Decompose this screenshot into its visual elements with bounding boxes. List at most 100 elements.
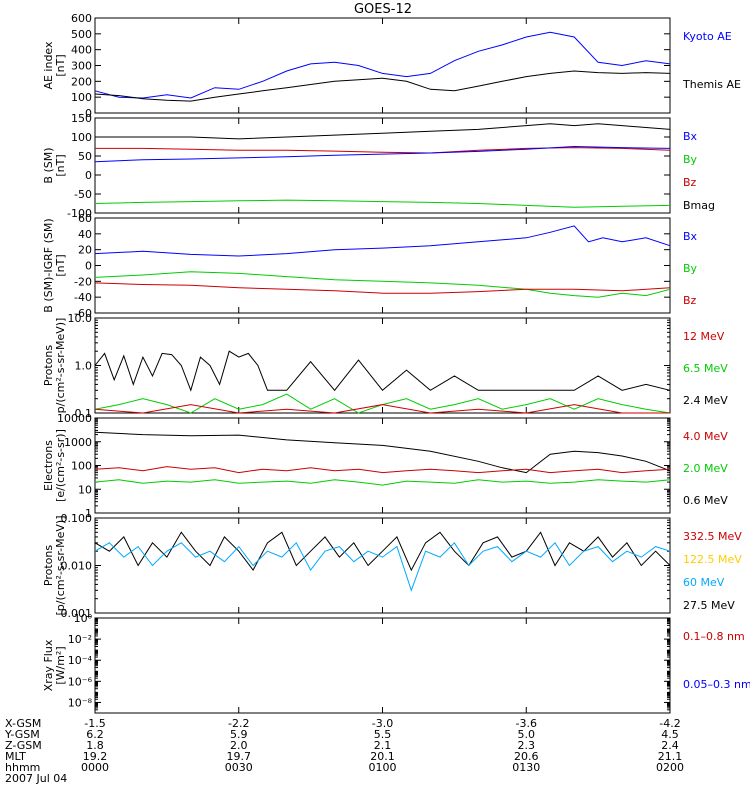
y-tick-label: 100 xyxy=(71,91,92,104)
series-line-60-mev xyxy=(94,541,671,592)
footer-value: 2.3 xyxy=(518,739,536,752)
panel-protons-low: 0.001 0.010 0.100 Protons [p/(cm²-s-sr-MeV)]… xyxy=(42,512,742,620)
legend-entry: Bmag xyxy=(683,199,715,212)
y-axis-label: [W/m²] xyxy=(54,646,67,684)
y-tick-label: 200 xyxy=(71,75,92,88)
series-line-4-0-mev xyxy=(94,466,671,474)
legend-entry: 0.05–0.3 nm xyxy=(683,678,750,691)
y-axis-label: Xray Flux xyxy=(42,639,55,691)
y-axis-label: Protons xyxy=(42,345,55,386)
footer-value: 0100 xyxy=(369,761,397,774)
panel-bsm: -100 -50 0 50 100 150 B (SM) [nT] Bx By Bz Bmag xyxy=(42,112,715,220)
series-line-27-5-mev xyxy=(94,531,671,572)
panel-frame xyxy=(94,17,671,114)
legend-entry: Themis AE xyxy=(682,78,741,91)
series-line-bmag xyxy=(95,123,671,140)
y-tick-label: 1000 xyxy=(64,436,92,449)
footer-value: -4.2 xyxy=(659,717,680,730)
legend-entry: 6.5 MeV xyxy=(683,362,728,375)
footer-value: 0000 xyxy=(81,761,109,774)
panel-frame xyxy=(94,417,671,514)
series-line-by xyxy=(94,271,671,298)
y-tick-label: 10.0 xyxy=(68,312,93,325)
y-tick-label: 400 xyxy=(71,44,92,57)
panel-ae: 0 100 200 300 400 500 600 AE index [nT] Kyoto AE T… xyxy=(42,12,741,120)
y-axis-label: [nT] xyxy=(54,54,67,76)
y-tick-label: 10 xyxy=(78,483,92,496)
y-axis-label: Protons xyxy=(42,545,55,586)
legend-entry: 12 MeV xyxy=(683,330,725,343)
footer-date: 2007 Jul 04 xyxy=(5,772,67,785)
y-tick-label: 10⁰ xyxy=(74,612,93,625)
y-tick-label: -50 xyxy=(74,188,92,201)
footer-value: 5.9 xyxy=(230,728,248,741)
y-tick-label: 10⁻⁶ xyxy=(68,675,93,688)
legend-entry: 332.5 MeV xyxy=(683,530,742,543)
footer-value: 19.7 xyxy=(227,750,252,763)
series-line-kyoto-ae xyxy=(94,31,671,99)
y-tick-label: -60 xyxy=(74,307,92,320)
footer-row-label: MLT xyxy=(5,750,26,763)
footer-value: 2.1 xyxy=(374,739,392,752)
footer-row-label: Y-GSM xyxy=(4,728,40,741)
y-axis-label: Electrons xyxy=(42,440,55,491)
series-line-bx xyxy=(94,225,671,257)
y-tick-label: -100 xyxy=(67,207,92,220)
series-line-2-4-mev xyxy=(94,350,671,392)
legend-entry: 2.0 MeV xyxy=(683,462,728,475)
legend-entry: By xyxy=(683,262,698,275)
y-tick-label: 10⁻⁸ xyxy=(68,696,93,709)
legend-entry: 27.5 MeV xyxy=(683,599,735,612)
y-axis-label: B (SM) xyxy=(42,147,55,183)
y-axis-label: [p/(cm²-s-sr-MeV)] xyxy=(54,516,67,616)
ephemeris-footer: X-GSM -1.5 -2.2 -3.0 -3.6 -4.2 Y-GSM 6.2 5.9 5.5 5… xyxy=(4,717,684,785)
y-tick-label: 100 xyxy=(71,131,92,144)
footer-value: 5.0 xyxy=(518,728,536,741)
footer-value: 20.1 xyxy=(370,750,395,763)
footer-value: -3.0 xyxy=(372,717,393,730)
legend-entry: 60 MeV xyxy=(683,576,725,589)
footer-value: 2.0 xyxy=(230,739,248,752)
legend-entry: 0.6 MeV xyxy=(683,494,728,507)
footer-value: 21.1 xyxy=(658,750,683,763)
footer-value: 19.2 xyxy=(83,750,108,763)
legend-entry: Bz xyxy=(683,176,697,189)
y-axis-label: AE index xyxy=(42,41,55,90)
panel-xray: 10⁻⁸ 10⁻⁶ 10⁻⁴ 10⁻² 10⁰ Xray Flux [W/m²] 0.1–0.… xyxy=(42,612,750,714)
y-axis-label: p/(cm²-s-sr-MeV)] xyxy=(54,318,67,414)
y-tick-label: 10⁻² xyxy=(68,633,92,646)
footer-row-label: X-GSM xyxy=(5,717,41,730)
legend-entry: 2.4 MeV xyxy=(683,394,728,407)
legend-entry: Bz xyxy=(683,294,697,307)
y-axis-label: [nT] xyxy=(54,254,67,276)
y-tick-label: 10000 xyxy=(57,412,92,425)
y-tick-label: 0 xyxy=(85,107,92,120)
series-line-12-mev xyxy=(94,404,670,414)
footer-value: 0200 xyxy=(656,761,684,774)
panel-frame xyxy=(94,117,671,214)
y-tick-label: 0.001 xyxy=(61,607,93,620)
panel-bsm-igrf: -60 -40 -20 0 20 40 60 B (SM)-IGRF (SM) [nT] Bx By… xyxy=(42,212,698,320)
legend-entry: 122.5 MeV xyxy=(683,553,742,566)
footer-row-label: Z-GSM xyxy=(5,739,42,752)
footer-value: -1.5 xyxy=(84,717,105,730)
y-tick-label: 1 xyxy=(85,507,92,520)
footer-value: -2.2 xyxy=(228,717,249,730)
footer-value: 4.5 xyxy=(661,728,679,741)
y-tick-label: 40 xyxy=(78,228,92,241)
panel-frame xyxy=(94,217,671,314)
y-tick-label: 50 xyxy=(78,150,92,163)
y-tick-label: 20 xyxy=(78,244,92,257)
y-tick-label: 60 xyxy=(78,212,92,225)
y-tick-label: -40 xyxy=(74,291,92,304)
footer-value: 0130 xyxy=(512,761,540,774)
footer-value: 0030 xyxy=(225,761,253,774)
y-tick-label: 0 xyxy=(85,260,92,273)
legend-entry: Bx xyxy=(683,130,698,143)
y-axis-label: [nT] xyxy=(54,154,67,176)
legend-entry: 4.0 MeV xyxy=(683,430,728,443)
panel-electrons: 1 10 100 1000 10000 Electrons [e/(cm²-s-sr)] 4.… xyxy=(42,412,728,520)
footer-value: -3.6 xyxy=(516,717,537,730)
